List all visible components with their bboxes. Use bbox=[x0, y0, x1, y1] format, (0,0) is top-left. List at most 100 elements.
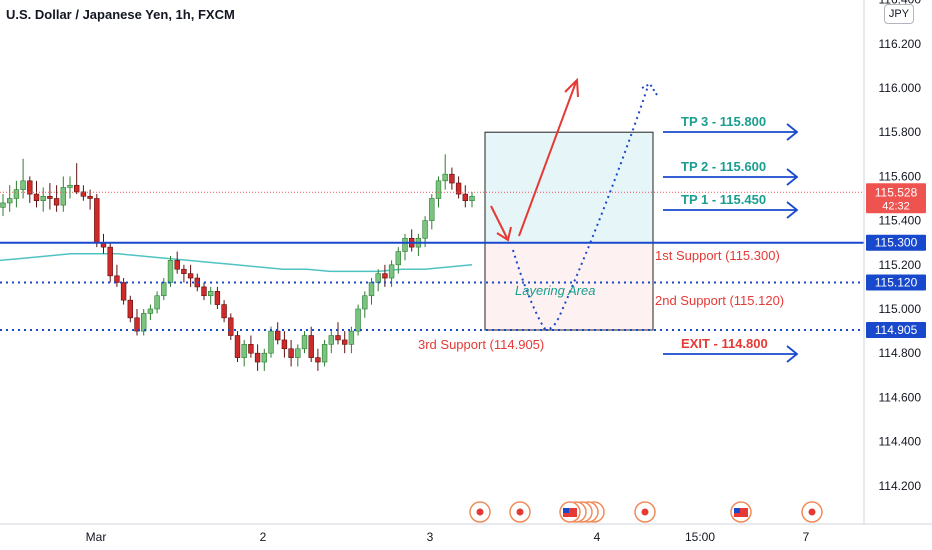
candle-body bbox=[335, 335, 341, 341]
candle-body bbox=[429, 198, 435, 221]
candle-body bbox=[187, 273, 194, 279]
candle-body bbox=[141, 313, 147, 332]
candle-body bbox=[53, 198, 60, 206]
candle-body bbox=[234, 335, 241, 358]
candle-body bbox=[295, 348, 301, 358]
candle-body bbox=[40, 195, 46, 202]
candle-body bbox=[368, 282, 375, 297]
candle-body bbox=[167, 260, 174, 283]
candle-body bbox=[221, 304, 227, 319]
candle-body bbox=[47, 195, 53, 199]
event-marker-center bbox=[808, 508, 816, 516]
us-flag-stripes bbox=[734, 508, 748, 517]
price-tick-label: 115.800 bbox=[879, 125, 922, 139]
zone-upper-rect bbox=[484, 131, 654, 244]
currency-badge[interactable]: JPY bbox=[884, 4, 914, 24]
candle-body bbox=[254, 352, 261, 363]
price-tick-label: 116.400 bbox=[879, 0, 922, 7]
candle-body bbox=[274, 330, 281, 341]
time-tick-label: 15:00 bbox=[685, 530, 715, 544]
us-flag-stripes bbox=[563, 508, 577, 517]
event-marker-center bbox=[641, 508, 649, 516]
candle-body bbox=[388, 264, 395, 279]
events-layer bbox=[469, 501, 823, 523]
time-axis[interactable]: Mar 2 3 4 15:00 7 bbox=[0, 523, 932, 544]
price-tick-label: 114.800 bbox=[879, 346, 922, 360]
candle-body bbox=[435, 180, 442, 199]
candle-body bbox=[382, 273, 388, 279]
levels-layer bbox=[0, 191, 864, 331]
candle-body bbox=[442, 173, 448, 182]
price-tick-label: 114.200 bbox=[879, 479, 922, 493]
candle-body bbox=[261, 352, 267, 363]
level-price-badge bbox=[866, 321, 926, 338]
zone-lower-rect bbox=[484, 242, 654, 331]
moving-average-layer bbox=[0, 253, 473, 273]
chart-title: U.S. Dollar / Japanese Yen, 1h, FXCM bbox=[6, 7, 235, 22]
bull-arrow-line bbox=[518, 81, 577, 237]
annotations-layer: TP 3 - 115.800 TP 2 - 115.600 TP 1 - 115.4… bbox=[418, 114, 784, 352]
candle-body bbox=[87, 195, 93, 199]
last-price-badge bbox=[866, 183, 926, 214]
level-price-badge-text: 115.120 bbox=[875, 275, 918, 289]
projected-path bbox=[512, 85, 649, 331]
candle-body bbox=[161, 282, 167, 297]
price-tick-label: 114.600 bbox=[879, 390, 922, 404]
candle-body bbox=[60, 187, 67, 206]
candle-body bbox=[27, 180, 33, 195]
candle-body bbox=[362, 295, 368, 310]
candle-body bbox=[422, 220, 428, 239]
level-price-badge-text: 115.300 bbox=[875, 236, 918, 250]
exit-label: EXIT - 114.800 bbox=[681, 336, 768, 351]
tp3-label: TP 3 - 115.800 bbox=[681, 114, 766, 129]
candle-body bbox=[395, 251, 401, 266]
candle-body bbox=[181, 268, 187, 274]
event-marker-center bbox=[516, 508, 524, 516]
candle-body bbox=[127, 299, 134, 319]
candle-body bbox=[341, 339, 348, 345]
candle-body bbox=[114, 275, 120, 283]
price-tick-label: 115.400 bbox=[879, 214, 922, 228]
bull-arrow-head bbox=[564, 77, 579, 98]
candle-body bbox=[74, 184, 80, 193]
price-tick-label: 115.200 bbox=[879, 258, 922, 272]
candle-body bbox=[134, 317, 140, 332]
candle-body bbox=[241, 344, 247, 358]
candle-body bbox=[455, 182, 462, 195]
candle-body bbox=[33, 193, 40, 202]
us-flag-canton bbox=[734, 508, 740, 513]
candle-body bbox=[0, 202, 6, 208]
candle-body bbox=[281, 339, 288, 350]
zones-layer bbox=[484, 131, 654, 331]
zone-label: Layering Area bbox=[515, 283, 595, 298]
last-price-text: 115.528 bbox=[875, 185, 918, 199]
time-tick-label: Mar bbox=[86, 530, 107, 544]
candle-body bbox=[402, 237, 408, 252]
projected-arrow-head bbox=[641, 82, 658, 96]
candle-body bbox=[20, 180, 26, 190]
candle-body bbox=[94, 198, 100, 244]
candle-body bbox=[321, 344, 328, 363]
candle-body bbox=[120, 282, 127, 301]
level-price-badge bbox=[866, 234, 926, 251]
support-2-label: 2nd Support (115.120) bbox=[655, 293, 784, 308]
candle-body bbox=[107, 246, 113, 277]
candle-body bbox=[80, 191, 87, 197]
candle-body bbox=[301, 335, 308, 350]
level-price-badge-text: 114.905 bbox=[875, 323, 918, 337]
support-3-label: 3rd Support (114.905) bbox=[418, 337, 544, 352]
candle-body bbox=[228, 317, 234, 336]
candle-body bbox=[201, 286, 207, 297]
candles-layer bbox=[0, 154, 475, 371]
candle-body bbox=[469, 195, 475, 202]
candle-body bbox=[375, 273, 381, 283]
candle-body bbox=[6, 198, 13, 204]
dip-arrow-line bbox=[490, 205, 508, 239]
price-axis[interactable]: 116.400 116.200 116.000 115.800 115.600 115.4… bbox=[863, 0, 926, 524]
arrows-layer bbox=[490, 77, 799, 363]
candle-body bbox=[268, 330, 274, 354]
candle-body bbox=[174, 260, 180, 270]
us-flag-canton bbox=[563, 508, 569, 513]
tp2-label: TP 2 - 115.600 bbox=[681, 159, 766, 174]
